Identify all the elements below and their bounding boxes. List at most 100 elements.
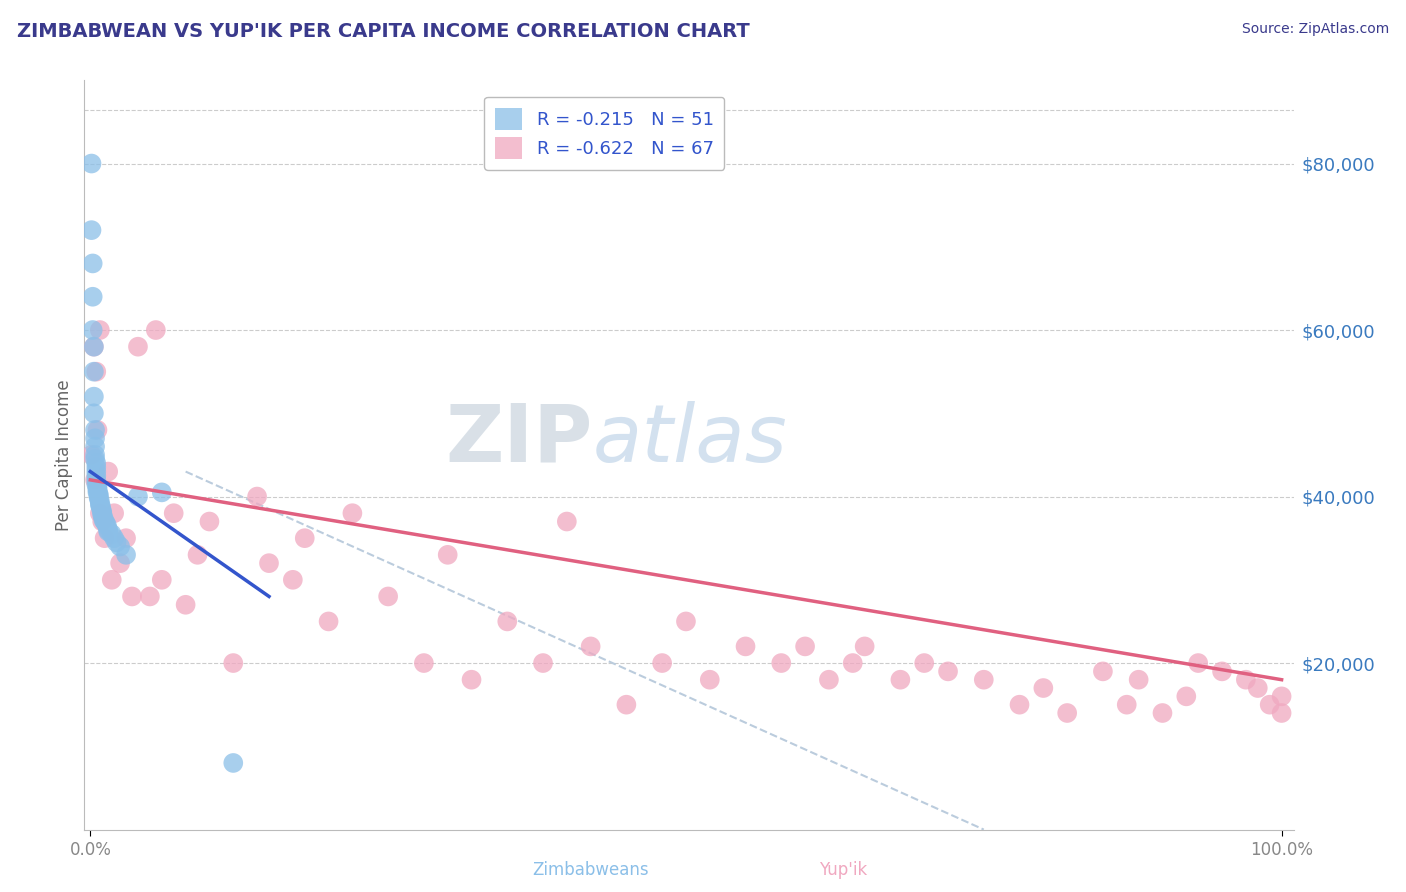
Point <box>108 556 131 570</box>
Point <box>83 390 105 404</box>
Point <box>150 485 173 500</box>
Point <box>294 531 316 545</box>
Point <box>257 556 280 570</box>
Point <box>460 673 482 687</box>
Point <box>80 223 103 237</box>
Point <box>82 290 104 304</box>
Point <box>84 456 107 470</box>
Point <box>912 656 935 670</box>
Point <box>145 323 167 337</box>
Point <box>699 673 721 687</box>
Point <box>89 323 111 337</box>
Text: Zimbabweans: Zimbabweans <box>533 861 648 879</box>
Point <box>105 535 128 549</box>
Point <box>91 515 114 529</box>
Point <box>1128 673 1150 687</box>
Point <box>853 640 876 654</box>
Point <box>139 590 162 604</box>
Point <box>84 440 107 454</box>
Point <box>93 515 115 529</box>
Point <box>794 640 817 654</box>
Text: Source: ZipAtlas.com: Source: ZipAtlas.com <box>1241 22 1389 37</box>
Point <box>82 256 104 270</box>
Point <box>115 548 138 562</box>
Point <box>100 573 122 587</box>
Point <box>579 640 602 654</box>
Point <box>246 490 269 504</box>
Point <box>342 506 364 520</box>
Point <box>93 513 115 527</box>
Point <box>377 590 399 604</box>
Point <box>842 656 865 670</box>
Point <box>84 473 107 487</box>
Point <box>83 340 105 354</box>
Point <box>555 515 578 529</box>
Point <box>108 540 131 554</box>
Point <box>1152 706 1174 720</box>
Point <box>86 423 108 437</box>
Point <box>84 465 107 479</box>
Point <box>84 452 107 467</box>
Point <box>93 531 115 545</box>
Point <box>87 488 110 502</box>
Point <box>1258 698 1281 712</box>
Point <box>90 502 112 516</box>
Point <box>1008 698 1031 712</box>
Point <box>83 406 105 420</box>
Point <box>1211 665 1233 679</box>
Text: atlas: atlas <box>592 401 787 479</box>
Point <box>80 156 103 170</box>
Point <box>84 477 107 491</box>
Point <box>222 656 245 670</box>
Point <box>91 508 114 522</box>
Point <box>616 698 638 712</box>
Point <box>87 491 110 506</box>
Point <box>91 504 114 518</box>
Point <box>86 485 108 500</box>
Point <box>90 500 112 514</box>
Point <box>818 673 841 687</box>
Point <box>163 506 186 520</box>
Point <box>1271 706 1294 720</box>
Point <box>83 365 105 379</box>
Point <box>89 493 111 508</box>
Point <box>734 640 756 654</box>
Point <box>1271 690 1294 704</box>
Point <box>84 423 107 437</box>
Text: ZIP: ZIP <box>444 401 592 479</box>
Point <box>936 665 959 679</box>
Point <box>1032 681 1054 695</box>
Point <box>127 490 149 504</box>
Point <box>103 531 125 545</box>
Point <box>89 498 111 512</box>
Point <box>86 481 108 495</box>
Point <box>86 483 108 497</box>
Point <box>651 656 673 670</box>
Point <box>770 656 793 670</box>
Point <box>96 518 118 533</box>
Point <box>115 531 138 545</box>
Point <box>91 506 114 520</box>
Point <box>281 573 304 587</box>
Point <box>97 465 120 479</box>
Point <box>100 527 122 541</box>
Point <box>103 506 125 520</box>
Point <box>94 516 117 531</box>
Legend: R = -0.215   N = 51, R = -0.622   N = 67: R = -0.215 N = 51, R = -0.622 N = 67 <box>484 97 724 169</box>
Point <box>83 340 105 354</box>
Point <box>87 490 110 504</box>
Point <box>84 431 107 445</box>
Point <box>198 515 221 529</box>
Point <box>86 479 108 493</box>
Point <box>222 756 245 770</box>
Point <box>87 487 110 501</box>
Point <box>412 656 434 670</box>
Point <box>84 365 107 379</box>
Point <box>82 323 104 337</box>
Point <box>436 548 458 562</box>
Point <box>1115 698 1137 712</box>
Point <box>97 523 120 537</box>
Y-axis label: Per Capita Income: Per Capita Income <box>55 379 73 531</box>
Point <box>80 448 103 462</box>
Point <box>1175 690 1198 704</box>
